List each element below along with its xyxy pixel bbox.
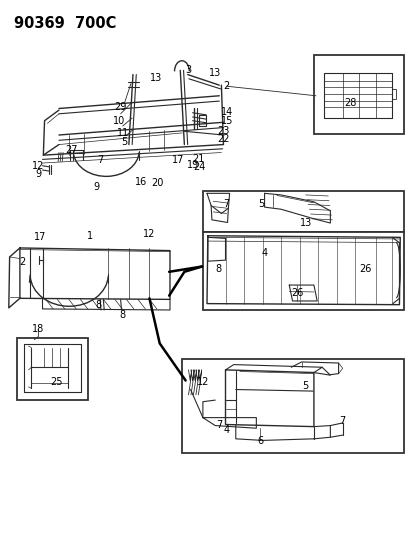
Bar (202, 191, 403, 232)
Text: 19: 19 (186, 160, 199, 169)
Text: 8: 8 (215, 264, 221, 274)
Text: 15: 15 (220, 116, 233, 126)
Text: 6: 6 (257, 437, 263, 447)
Text: 10: 10 (112, 116, 124, 126)
Text: 3: 3 (185, 66, 191, 75)
Text: 12: 12 (143, 229, 155, 239)
Text: 29: 29 (114, 102, 126, 112)
Text: 13: 13 (149, 73, 161, 83)
Text: 24: 24 (193, 162, 205, 172)
Text: 16: 16 (135, 176, 147, 187)
Text: 20: 20 (151, 177, 164, 188)
Text: 22: 22 (217, 134, 229, 144)
Text: 13: 13 (299, 218, 311, 228)
Bar (313, 55, 403, 134)
Text: 21: 21 (192, 154, 204, 164)
Text: 2: 2 (223, 81, 229, 91)
Text: 13: 13 (209, 68, 221, 78)
Text: 9: 9 (93, 182, 99, 192)
Text: 90369  700C: 90369 700C (14, 16, 116, 31)
Text: 5: 5 (301, 381, 307, 391)
Bar (17, 338, 88, 400)
Text: 26: 26 (358, 264, 370, 274)
Text: 23: 23 (217, 126, 229, 136)
Text: 17: 17 (34, 232, 47, 243)
Bar (182, 359, 403, 453)
Text: 12: 12 (32, 161, 45, 171)
Text: 7: 7 (338, 416, 344, 426)
Text: 7: 7 (223, 199, 229, 209)
Bar (202, 232, 403, 310)
Text: 28: 28 (343, 98, 356, 108)
Text: 17: 17 (172, 156, 184, 165)
Text: 27: 27 (65, 145, 77, 155)
Text: 7: 7 (216, 419, 222, 430)
Text: 14: 14 (220, 107, 232, 117)
Text: 25: 25 (50, 377, 63, 387)
Text: 1: 1 (87, 231, 93, 241)
Text: 4: 4 (261, 248, 267, 259)
Text: 8: 8 (119, 310, 126, 320)
Text: 18: 18 (32, 324, 45, 334)
Text: 2: 2 (19, 257, 25, 267)
Text: 9: 9 (35, 169, 41, 179)
Text: 11: 11 (116, 128, 128, 138)
Text: 7: 7 (97, 156, 103, 165)
Text: 8: 8 (95, 300, 101, 310)
Text: 26: 26 (291, 288, 303, 298)
Text: 5: 5 (258, 199, 264, 209)
Text: 5: 5 (121, 137, 128, 147)
Text: 4: 4 (223, 425, 229, 435)
Text: 12: 12 (196, 376, 209, 386)
